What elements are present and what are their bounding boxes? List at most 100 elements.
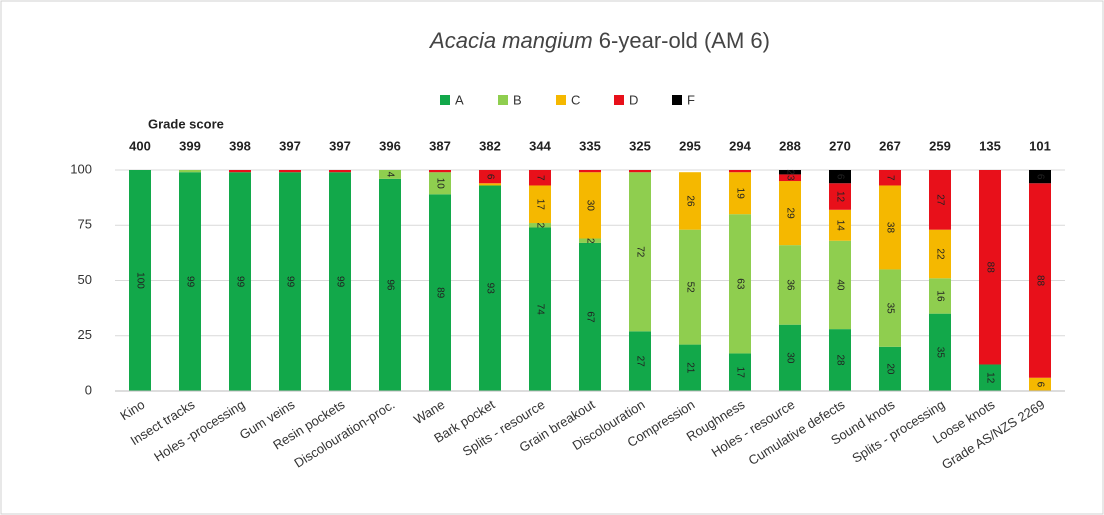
bar-segment	[629, 331, 651, 391]
data-label: 17	[534, 199, 545, 211]
data-label: 14	[834, 220, 845, 232]
bar-segment	[629, 172, 651, 332]
bar-segment	[879, 269, 901, 347]
bar-segment	[429, 194, 451, 391]
y-tick-label: 0	[85, 382, 92, 397]
bar-segment	[379, 178, 401, 391]
data-label: 12	[834, 191, 845, 203]
bar-segment	[729, 353, 751, 391]
score-value: 135	[979, 138, 1001, 153]
score-value: 400	[129, 138, 151, 153]
legend-swatch	[556, 95, 566, 105]
data-label: 20	[884, 363, 895, 375]
score-value: 259	[929, 138, 951, 153]
score-value: 267	[879, 138, 901, 153]
bar-segment	[1029, 377, 1051, 391]
score-value: 295	[679, 138, 701, 153]
data-label: 96	[384, 279, 395, 291]
bar-segment	[1029, 170, 1051, 184]
data-label: 93	[484, 283, 495, 295]
bar-segment	[429, 170, 451, 173]
score-value: 335	[579, 138, 601, 153]
bar-segment	[229, 172, 251, 391]
data-label: 67	[584, 311, 595, 323]
data-label: 12	[984, 372, 995, 384]
data-label: 21	[684, 362, 695, 374]
data-label: 30	[584, 200, 595, 212]
bar-segment	[779, 245, 801, 325]
bar-segment	[479, 183, 501, 186]
data-label: 74	[534, 304, 545, 316]
bar-segment	[479, 170, 501, 184]
bar-segment	[829, 240, 851, 330]
score-value: 344	[529, 138, 551, 153]
data-label: 17	[734, 367, 745, 379]
data-label: 7	[534, 175, 545, 181]
title-rest: 6-year-old (AM 6)	[599, 28, 770, 53]
data-label: 30	[784, 352, 795, 364]
data-label: 88	[1034, 275, 1045, 287]
y-tick-label: 75	[78, 217, 92, 232]
bar-segment	[829, 170, 851, 184]
bar-segment	[879, 170, 901, 186]
y-tick-label: 50	[78, 272, 92, 287]
bar-segment	[329, 172, 351, 391]
bar-segment	[779, 174, 801, 182]
bar-segment	[779, 170, 801, 175]
score-value: 398	[229, 138, 251, 153]
bar-segment	[379, 170, 401, 179]
data-label: 16	[934, 290, 945, 302]
data-label: 4	[384, 172, 395, 178]
data-label: 36	[784, 279, 795, 291]
data-label: 100	[134, 272, 145, 289]
bar-segment	[529, 223, 551, 228]
bar-segment	[579, 242, 601, 391]
data-label: 6	[484, 174, 495, 180]
bar-segment	[929, 229, 951, 279]
data-label: 38	[884, 222, 895, 234]
y-tick-label: 25	[78, 327, 92, 342]
data-label: 26	[684, 195, 695, 207]
bar-segment	[279, 172, 301, 391]
data-label: 99	[284, 276, 295, 288]
data-label: 10	[434, 178, 445, 190]
score-label: Grade score	[148, 116, 224, 131]
bar-segment	[229, 170, 251, 173]
data-label: 3	[784, 175, 795, 181]
bar-segment	[179, 170, 201, 173]
data-label: 63	[734, 278, 745, 290]
data-label: 2	[784, 169, 795, 175]
bar-segment	[529, 227, 551, 391]
legend-label: F	[687, 92, 695, 107]
bar-segment	[629, 170, 651, 173]
data-label: 89	[434, 287, 445, 299]
data-label: 88	[984, 262, 995, 274]
bar-segment	[829, 329, 851, 391]
data-label: 28	[834, 354, 845, 366]
title-italic: Acacia mangium	[428, 28, 593, 53]
bar-segment	[479, 185, 501, 391]
data-label: 40	[834, 279, 845, 291]
bar-segment	[429, 172, 451, 195]
legend-label: D	[629, 92, 638, 107]
bar-segment	[279, 170, 301, 173]
data-label: 27	[634, 356, 645, 368]
legend-label: A	[455, 92, 464, 107]
data-label: 35	[934, 347, 945, 359]
legend-swatch	[498, 95, 508, 105]
data-label: 22	[934, 248, 945, 260]
score-value: 101	[1029, 138, 1051, 153]
bar-segment	[179, 172, 201, 391]
y-tick-label: 100	[70, 161, 92, 176]
score-value: 270	[829, 138, 851, 153]
data-label: 27	[934, 194, 945, 206]
bar-segment	[579, 238, 601, 243]
score-value: 288	[779, 138, 801, 153]
bar-segment	[979, 170, 1001, 365]
bar-segment	[679, 229, 701, 345]
legend-swatch	[440, 95, 450, 105]
bar-segment	[829, 183, 851, 210]
data-label: 52	[684, 282, 695, 294]
bar-segment	[929, 170, 951, 230]
